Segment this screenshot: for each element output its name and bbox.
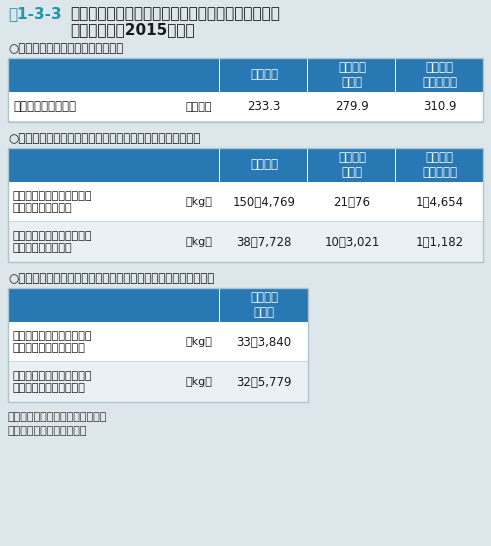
Bar: [219, 288, 220, 322]
Text: エアコン: エアコン: [250, 68, 278, 81]
Text: 洗濯機・
衣類乾燥機: 洗濯機・ 衣類乾燥機: [422, 151, 457, 179]
Text: 冷媒として使用されていた
フロン類の破壊重量: 冷媒として使用されていた フロン類の破壊重量: [13, 231, 92, 253]
Bar: [395, 58, 396, 92]
Text: 21万76: 21万76: [333, 195, 371, 209]
Text: 【万台】: 【万台】: [186, 102, 212, 112]
Bar: [8, 288, 308, 402]
Bar: [8, 362, 308, 402]
Text: 150万4,769: 150万4,769: [233, 195, 296, 209]
Text: ○廃家電４品目の再商品化実施状況: ○廃家電４品目の再商品化実施状況: [8, 42, 123, 55]
Text: 【kg】: 【kg】: [186, 337, 213, 347]
Text: 【kg】: 【kg】: [186, 237, 213, 247]
Text: 断熱材に含まれる液化回収
したフロン類の回収重量: 断熱材に含まれる液化回収 したフロン類の回収重量: [13, 331, 92, 353]
Text: 310.9: 310.9: [423, 100, 456, 114]
Bar: [219, 58, 220, 92]
Text: 冷蔵庫・
冷凍庫: 冷蔵庫・ 冷凍庫: [338, 151, 366, 179]
Text: 量・破壊量（2015年度）: 量・破壊量（2015年度）: [70, 22, 194, 37]
Text: 洗濯機・
衣類乾燥機: 洗濯機・ 衣類乾燥機: [422, 61, 457, 89]
Text: 1万1,182: 1万1,182: [415, 235, 464, 248]
Text: 【kg】: 【kg】: [186, 197, 213, 207]
Text: 233.3: 233.3: [247, 100, 281, 114]
Text: 表1-3-3: 表1-3-3: [8, 6, 62, 21]
Text: ○冷媒として使用されていたフロン類の回収重量、破壊重量: ○冷媒として使用されていたフロン類の回収重量、破壊重量: [8, 132, 200, 145]
Text: 再商品化等処理台数: 再商品化等処理台数: [13, 100, 76, 114]
Bar: [8, 148, 483, 182]
Text: 【kg】: 【kg】: [186, 377, 213, 387]
Text: 資料：環境省、経済産業省: 資料：環境省、経済産業省: [8, 426, 87, 436]
Bar: [8, 58, 483, 122]
Text: ○断熱材に含まれる液化回収したフロン類の回収重量、破壊重量: ○断熱材に含まれる液化回収したフロン類の回収重量、破壊重量: [8, 272, 214, 285]
Text: 冷蔵庫・
冷凍庫: 冷蔵庫・ 冷凍庫: [250, 291, 278, 319]
Text: 10万3,021: 10万3,021: [325, 235, 380, 248]
Bar: [8, 288, 308, 322]
Bar: [219, 148, 220, 182]
Bar: [395, 148, 396, 182]
Text: 1万4,654: 1万4,654: [415, 195, 464, 209]
Text: 38万7,728: 38万7,728: [236, 235, 292, 248]
Bar: [8, 121, 483, 122]
Bar: [219, 58, 220, 92]
Bar: [8, 361, 308, 362]
Bar: [8, 92, 483, 122]
Text: 家電リサイクル法対象製品からのフロン類の回収: 家電リサイクル法対象製品からのフロン類の回収: [70, 6, 280, 21]
Bar: [8, 148, 483, 262]
Bar: [8, 58, 483, 92]
Bar: [8, 222, 483, 262]
Text: 断熱材に含まれる液化回収
したフロン類の破壊重量: 断熱材に含まれる液化回収 したフロン類の破壊重量: [13, 371, 92, 393]
Bar: [307, 58, 308, 92]
Bar: [8, 221, 483, 222]
Text: 32万5,779: 32万5,779: [236, 376, 292, 389]
Text: 冷蔵庫・
冷凍庫: 冷蔵庫・ 冷凍庫: [338, 61, 366, 89]
Bar: [307, 148, 308, 182]
Text: 279.9: 279.9: [335, 100, 369, 114]
Text: 33万3,840: 33万3,840: [237, 335, 292, 348]
Bar: [8, 182, 483, 222]
Text: 注：値は全て小数点以下を切捨て: 注：値は全て小数点以下を切捨て: [8, 412, 108, 422]
Text: 冷媒として使用されていた
フロン類の回収重量: 冷媒として使用されていた フロン類の回収重量: [13, 191, 92, 213]
Bar: [8, 322, 308, 362]
Text: エアコン: エアコン: [250, 158, 278, 171]
